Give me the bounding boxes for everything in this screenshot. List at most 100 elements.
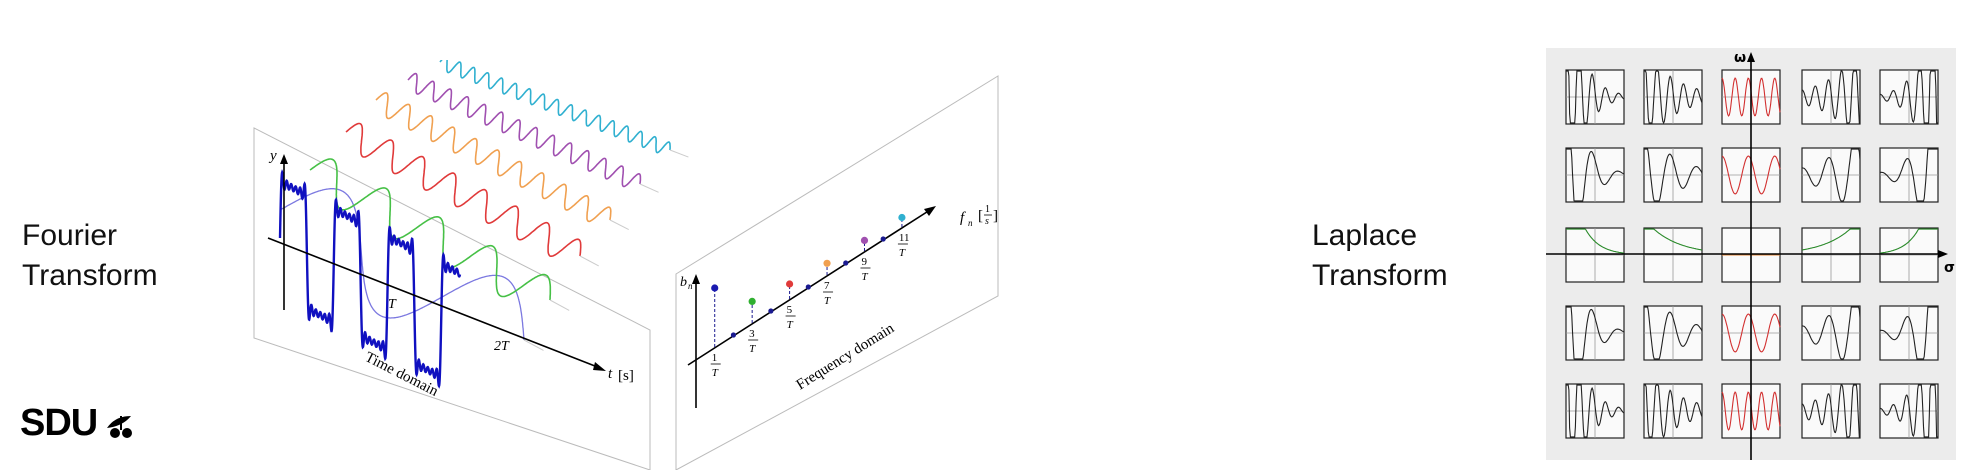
pole-plot-r3-c1: [1643, 305, 1703, 361]
spectrum-zero-2: [730, 332, 737, 338]
bn-axis-label: b n: [680, 275, 693, 291]
pole-plot-curve: [1566, 148, 1625, 202]
spectrum-point-9: [860, 236, 869, 244]
omega-axis-arrow: [1747, 52, 1755, 62]
pole-plot-curve: [1566, 384, 1625, 438]
t-axis: [267, 237, 601, 369]
freq-tick-den-3: T: [749, 343, 756, 355]
pole-plot-curve: [1879, 306, 1938, 360]
frequency-domain-panel: [675, 75, 999, 470]
pole-plot-curve: [1644, 384, 1703, 439]
laplace-diagram: ω σ: [1546, 48, 1956, 460]
spectrum-point-1: [711, 284, 719, 292]
pole-plot-r2-c3: [1801, 227, 1861, 283]
harmonic-guide-1: [523, 339, 544, 351]
harmonic-guide-11: [669, 149, 689, 158]
harmonic-wave-7: [375, 92, 612, 223]
harmonic-wave-9: [407, 72, 642, 188]
freq-tick-num-9: 9: [861, 256, 867, 268]
pole-plot-r3-c0: [1565, 305, 1625, 361]
harmonic-guide-9: [639, 183, 659, 193]
sdu-logo: SDU: [20, 402, 141, 445]
pole-plot-curve: [1644, 70, 1703, 125]
pole-plot-r4-c0: [1565, 383, 1625, 439]
harmonic-wave-5: [345, 122, 582, 257]
fourier-label-line2: Transform: [22, 259, 158, 292]
laplace-label-line2: Transform: [1312, 259, 1448, 292]
pole-plot-curve: [1801, 148, 1861, 202]
harmonic-guide-5: [579, 255, 599, 267]
bn-label: b: [680, 275, 687, 290]
spectrum-zero-8: [843, 260, 849, 266]
t-axis-unit: [s]: [618, 368, 634, 384]
fourier-label-line1: Fourier: [22, 219, 118, 252]
harmonic-waves: [279, 60, 689, 351]
logo-leaf-icon: [107, 415, 133, 438]
t-axis-label: t: [608, 366, 613, 382]
pole-plot-curve: [1880, 70, 1938, 124]
pole-plot-curve: [1879, 148, 1938, 202]
pole-plot-r0-c0: [1565, 69, 1625, 125]
freq-tick-num-11: 11: [899, 232, 910, 244]
pole-plot-curve: [1566, 228, 1625, 254]
laplace-label-line1: Laplace: [1312, 219, 1418, 252]
pole-plot-r1-c4: [1879, 147, 1939, 203]
square-wave-path: [278, 169, 462, 389]
pole-plot-r3-c4: [1879, 305, 1939, 361]
spectrum-point-7: [823, 259, 831, 267]
logo-text: SDU: [20, 402, 98, 444]
pole-plot-curve: [1644, 306, 1703, 360]
t-axis-arrow: [593, 362, 606, 371]
spectrum-zero-6: [805, 284, 811, 290]
pole-plot-curve: [1566, 70, 1625, 124]
tick-T-label: T: [388, 297, 397, 312]
square-wave: [278, 169, 462, 389]
spectrum-point-3: [748, 297, 756, 305]
bn-axis-arrow: [692, 274, 700, 284]
pole-plot-curve: [1801, 70, 1860, 124]
harmonic-wave-1: [279, 188, 525, 341]
harmonic-wave-3: [309, 158, 552, 301]
harmonic-guide-3: [549, 299, 570, 311]
pole-plot-r2-c4: [1879, 227, 1939, 283]
pole-plot-curve: [1644, 148, 1703, 202]
pole-plot-curve: [1879, 228, 1938, 254]
freq-tick-den-7: T: [824, 295, 831, 307]
freq-tick-den-5: T: [787, 319, 794, 331]
pole-plot-r2-c1: [1643, 227, 1703, 283]
fn-label: f: [960, 210, 966, 226]
fn-unit-num: 1: [985, 204, 990, 215]
freq-tick-num-3: 3: [749, 328, 755, 340]
harmonic-guide-7: [609, 219, 629, 231]
pole-plot-curve: [1880, 384, 1938, 438]
pole-plot-curve: [1566, 306, 1625, 360]
time-domain-panel: [253, 127, 651, 470]
fn-unit-close: ]: [993, 208, 998, 224]
freq-tick-num-1: 1: [712, 352, 718, 364]
fn-axis-label: f n [ 1 s ]: [960, 204, 998, 228]
pole-plot-curve: [1801, 306, 1861, 360]
laplace-pole-grid: [1565, 69, 1939, 439]
sigma-axis-arrow: [1938, 250, 1948, 258]
y-axis-arrow: [280, 154, 288, 164]
freq-tick-den-11: T: [899, 247, 906, 259]
fn-unit-open: [: [978, 208, 983, 224]
pole-plot-r1-c3: [1801, 147, 1861, 203]
pole-plot-curve: [1801, 228, 1860, 251]
pole-plot-r1-c0: [1565, 147, 1625, 203]
fn-axis-arrow: [924, 206, 936, 216]
diagram-panels: [253, 75, 999, 470]
freq-tick-den-1: T: [712, 367, 719, 379]
spectrum-zero-4: [768, 308, 774, 314]
tick-2T-label: 2T: [494, 339, 510, 354]
fn-unit-den: s: [985, 216, 989, 227]
harmonic-wave-11: [439, 60, 671, 154]
spectrum-point-11: [898, 213, 906, 222]
spectrum-zero-10: [880, 236, 886, 242]
bn-sub: n: [688, 281, 693, 291]
sigma-label: σ: [1944, 260, 1955, 276]
pole-plot-r1-c1: [1643, 147, 1703, 203]
pole-plot-r0-c1: [1643, 69, 1703, 125]
pole-plot-r0-c3: [1801, 69, 1861, 125]
